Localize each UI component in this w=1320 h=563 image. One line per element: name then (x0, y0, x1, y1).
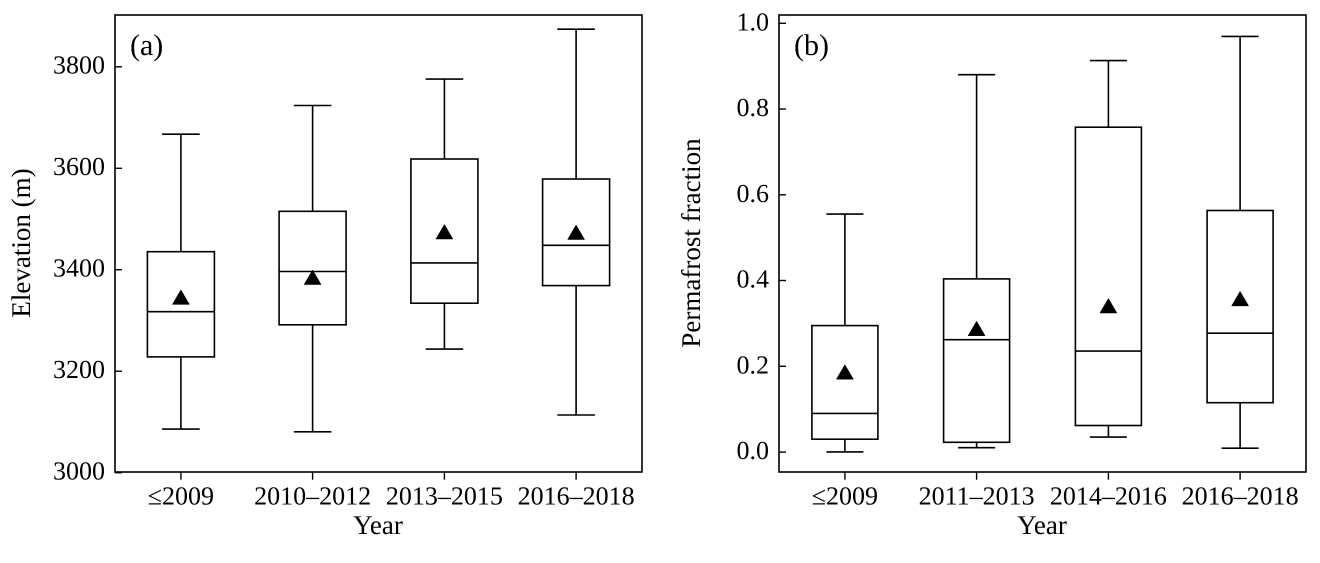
svg-text:3000: 3000 (53, 457, 105, 486)
svg-text:1.0: 1.0 (737, 7, 770, 36)
svg-text:2014–2016: 2014–2016 (1050, 482, 1167, 511)
svg-text:(a): (a) (130, 29, 163, 62)
svg-text:2011–2013: 2011–2013 (919, 482, 1035, 511)
svg-text:≤2009: ≤2009 (148, 482, 214, 511)
svg-text:(b): (b) (794, 29, 829, 62)
svg-text:0.4: 0.4 (737, 265, 770, 294)
svg-text:3800: 3800 (53, 51, 105, 80)
svg-text:3600: 3600 (53, 152, 105, 181)
svg-text:2013–2015: 2013–2015 (386, 482, 503, 511)
svg-text:Elevation (m): Elevation (m) (6, 168, 36, 317)
svg-text:2016–2018: 2016–2018 (1182, 482, 1299, 511)
svg-text:3400: 3400 (53, 254, 105, 283)
svg-text:0.2: 0.2 (737, 350, 770, 379)
svg-text:Permafrost fraction: Permafrost fraction (676, 138, 706, 348)
svg-text:0.6: 0.6 (737, 179, 770, 208)
svg-text:Year: Year (353, 510, 403, 540)
svg-text:0.8: 0.8 (737, 93, 770, 122)
svg-text:3200: 3200 (53, 355, 105, 384)
svg-text:0.0: 0.0 (737, 436, 770, 465)
svg-text:Year: Year (1017, 510, 1067, 540)
svg-text:≤2009: ≤2009 (812, 482, 878, 511)
svg-text:2016–2018: 2016–2018 (518, 482, 635, 511)
svg-text:2010–2012: 2010–2012 (254, 482, 371, 511)
